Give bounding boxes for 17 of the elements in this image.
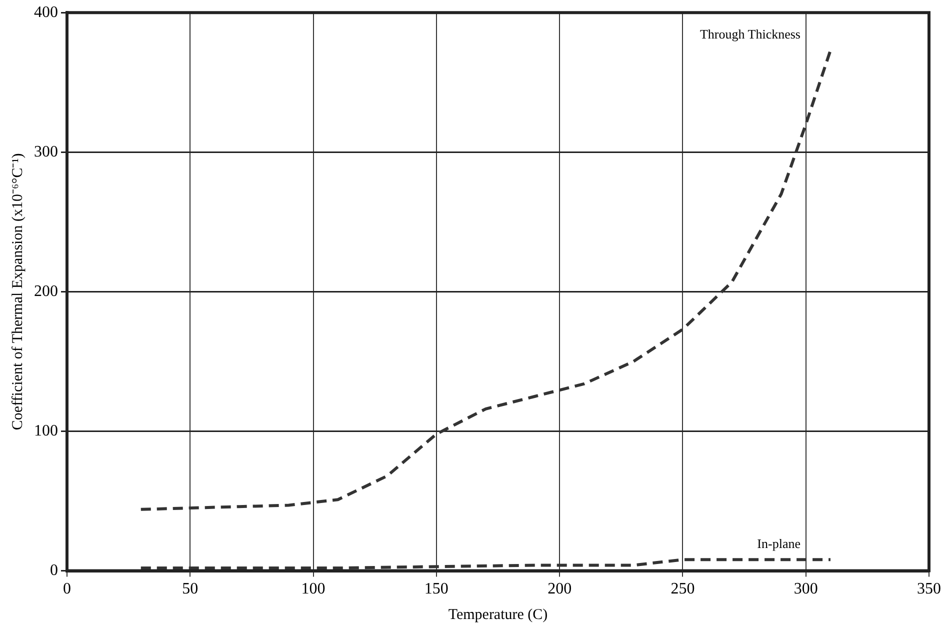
y-tick-label: 300 xyxy=(34,143,58,160)
x-tick-label: 250 xyxy=(670,580,695,598)
x-tick-label: 350 xyxy=(917,580,941,598)
text: Through Thickness xyxy=(700,26,800,42)
y-tick-label: 100 xyxy=(34,422,58,440)
x-axis-title: Temperature (C) xyxy=(448,606,548,623)
x-tick-label: 100 xyxy=(301,580,326,598)
x-tick-label: 300 xyxy=(794,580,818,598)
x-tick-label: 0 xyxy=(63,580,71,598)
series-label: In-plane xyxy=(757,536,801,552)
x-tick-label: 50 xyxy=(182,580,198,598)
y-tick-label: 200 xyxy=(34,282,58,300)
x-tick-label: 150 xyxy=(424,580,448,598)
x-tick-label: 200 xyxy=(548,580,572,598)
y-tick-label: 0 xyxy=(50,562,58,580)
y-axis-title: Coefficient of Thermal Expansion (x10⁻⁶°C⁻¹) xyxy=(10,153,26,430)
y-tick-label: 400 xyxy=(34,4,58,21)
